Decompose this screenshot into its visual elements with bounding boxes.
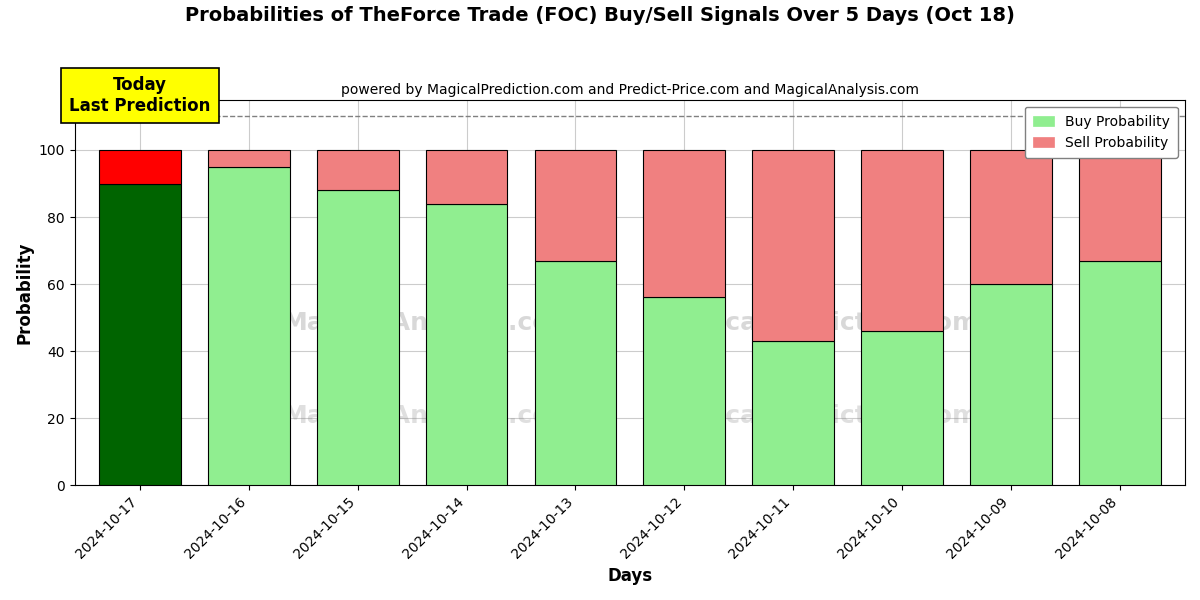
Bar bbox=[208, 150, 289, 167]
Bar bbox=[534, 150, 617, 260]
Text: MagicalPrediction.com: MagicalPrediction.com bbox=[658, 404, 979, 428]
Bar bbox=[1079, 260, 1160, 485]
Bar bbox=[970, 150, 1051, 284]
Text: MagicalAnalysis.com: MagicalAnalysis.com bbox=[283, 311, 577, 335]
Bar bbox=[208, 167, 289, 485]
Bar bbox=[426, 203, 508, 485]
Bar bbox=[752, 341, 834, 485]
Bar bbox=[643, 298, 725, 485]
Bar bbox=[317, 190, 398, 485]
Y-axis label: Probability: Probability bbox=[16, 241, 34, 344]
Text: MagicalAnalysis.com: MagicalAnalysis.com bbox=[283, 404, 577, 428]
Bar bbox=[1079, 150, 1160, 260]
Bar bbox=[317, 150, 398, 190]
X-axis label: Days: Days bbox=[607, 567, 653, 585]
Bar bbox=[643, 150, 725, 298]
Bar bbox=[426, 150, 508, 203]
Bar bbox=[752, 150, 834, 341]
Bar bbox=[862, 331, 943, 485]
Bar bbox=[100, 184, 181, 485]
Bar bbox=[100, 150, 181, 184]
Text: Today
Last Prediction: Today Last Prediction bbox=[70, 76, 211, 115]
Text: MagicalPrediction.com: MagicalPrediction.com bbox=[658, 311, 979, 335]
Title: powered by MagicalPrediction.com and Predict-Price.com and MagicalAnalysis.com: powered by MagicalPrediction.com and Pre… bbox=[341, 83, 919, 97]
Bar bbox=[534, 260, 617, 485]
Legend: Buy Probability, Sell Probability: Buy Probability, Sell Probability bbox=[1025, 107, 1178, 158]
Text: Probabilities of TheForce Trade (FOC) Buy/Sell Signals Over 5 Days (Oct 18): Probabilities of TheForce Trade (FOC) Bu… bbox=[185, 6, 1015, 25]
Bar bbox=[970, 284, 1051, 485]
Bar bbox=[862, 150, 943, 331]
